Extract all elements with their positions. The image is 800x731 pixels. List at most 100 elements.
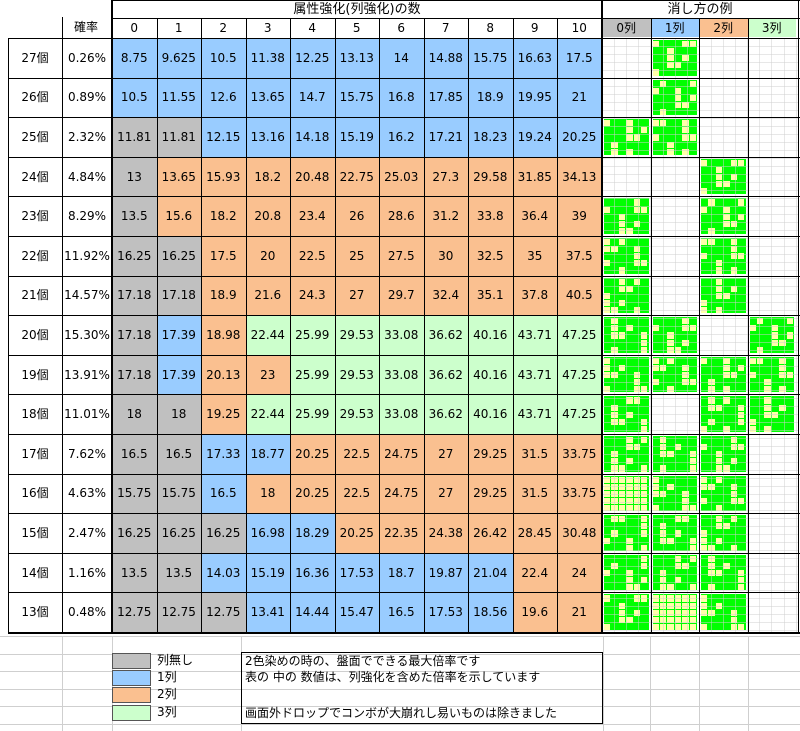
pattern-cell (701, 444, 708, 451)
example-grid-h (602, 502, 798, 503)
value-cell: 25.03 (379, 156, 424, 197)
pattern-cell (626, 458, 633, 465)
example-grid-h (602, 190, 798, 191)
pattern-cell (674, 530, 682, 537)
value-cell: 12.15 (201, 117, 246, 157)
example-grid-h (602, 438, 798, 439)
note-3: 画面外ドロップでコンボが大崩れし易いものは除きました (245, 706, 558, 720)
col-header-10: 10 (571, 21, 587, 35)
example-grid-h (602, 526, 798, 527)
sheet-grid-v (650, 636, 651, 731)
pattern-cell (604, 372, 611, 379)
value-cell: 33.75 (557, 434, 602, 474)
pattern-cell (674, 623, 682, 630)
pattern-cell (641, 437, 648, 444)
value-cell: 17.18 (112, 275, 157, 316)
pattern-cell (618, 364, 626, 372)
example-col-line (747, 18, 749, 632)
value-cell: 35.1 (468, 275, 513, 316)
pattern-cell (738, 623, 745, 630)
value-col-line (468, 18, 469, 632)
pattern-cell (618, 213, 626, 220)
pattern-cell (674, 577, 682, 584)
value-cell: 12.75 (156, 592, 201, 632)
value-cell: 16.5 (156, 434, 201, 474)
pattern-cell (730, 239, 738, 246)
value-cell: 25.99 (290, 354, 335, 395)
value-cell: 17.18 (112, 315, 157, 355)
value-cell: 14.18 (290, 117, 335, 157)
pattern-cell (604, 476, 611, 483)
example-grid-h (602, 166, 798, 167)
pattern-cell (626, 505, 633, 512)
example-grid-h (602, 574, 798, 575)
pattern-cell (689, 80, 696, 87)
value-cell: 16.5 (112, 434, 157, 474)
row-prob-10: 7.62% (67, 446, 107, 461)
pattern-cell (689, 609, 696, 616)
col-header-6: 6 (397, 21, 406, 35)
example-grid-h (602, 358, 798, 359)
pattern-cell (641, 530, 648, 537)
example-grid-h (602, 326, 798, 327)
value-cell: 43.71 (512, 315, 557, 355)
pattern-cell (626, 584, 633, 591)
row-count-4: 23個 (21, 209, 49, 224)
example-grid-h (602, 206, 798, 207)
value-cell: 15.19 (245, 552, 290, 593)
value-cell: 32.5 (468, 236, 513, 276)
pattern-cell (667, 141, 674, 148)
value-cell: 30 (423, 236, 468, 276)
sheet-grid-h (0, 636, 800, 637)
row-prob-8: 13.91% (64, 367, 110, 382)
value-cell: 18.23 (468, 117, 513, 157)
value-cell: 37.8 (512, 275, 557, 316)
legend-swatch-orange (112, 687, 151, 703)
value-cell: 15.75 (156, 473, 201, 514)
value-cell: 35 (512, 236, 557, 276)
pattern-cell (652, 364, 659, 372)
sheet-grid-v (62, 636, 63, 731)
pattern-cell (618, 616, 626, 623)
pattern-cell (674, 62, 682, 69)
pattern-cell (715, 465, 723, 472)
pattern-cell (641, 465, 648, 472)
value-cell: 22.75 (334, 156, 379, 197)
example-grid-h (602, 294, 798, 295)
pattern-cell (779, 357, 786, 364)
value-cell: 37.5 (557, 236, 602, 276)
example-col-header-3: 3列 (747, 19, 796, 37)
value-cell: 27.5 (379, 236, 424, 276)
example-grid-v (674, 38, 676, 632)
pattern-cell (618, 516, 626, 523)
pattern-cell (652, 357, 659, 364)
example-grid-h (602, 414, 798, 415)
value-cell: 31.5 (512, 434, 557, 474)
pattern-cell (604, 246, 611, 253)
example-grid-v (771, 38, 773, 632)
pattern-cell (626, 397, 633, 404)
pattern-cell (689, 94, 696, 101)
pattern-cell (701, 299, 708, 307)
value-cell: 40.16 (468, 394, 513, 434)
example-left (601, 0, 603, 632)
value-cell: 12.75 (112, 592, 157, 632)
pattern-cell (618, 418, 626, 425)
example-col-header-1: 1列 (650, 19, 699, 37)
right-border (798, 0, 799, 632)
row-prob-9: 11.01% (64, 407, 110, 422)
value-cell: 22.5 (290, 236, 335, 276)
value-cell: 17.18 (156, 275, 201, 316)
pattern-cell (667, 616, 674, 623)
pattern-cell (715, 476, 723, 483)
value-col-line (245, 18, 247, 632)
pattern-cell (604, 364, 611, 372)
value-cell: 13.5 (112, 552, 157, 593)
value-cell: 16.36 (290, 552, 335, 593)
pattern-cell (633, 490, 641, 497)
value-cell: 15.75 (112, 473, 157, 514)
pattern-cell (674, 444, 682, 451)
pattern-cell (618, 609, 626, 616)
example-grid-h (602, 198, 798, 199)
pattern-cell (738, 253, 745, 260)
